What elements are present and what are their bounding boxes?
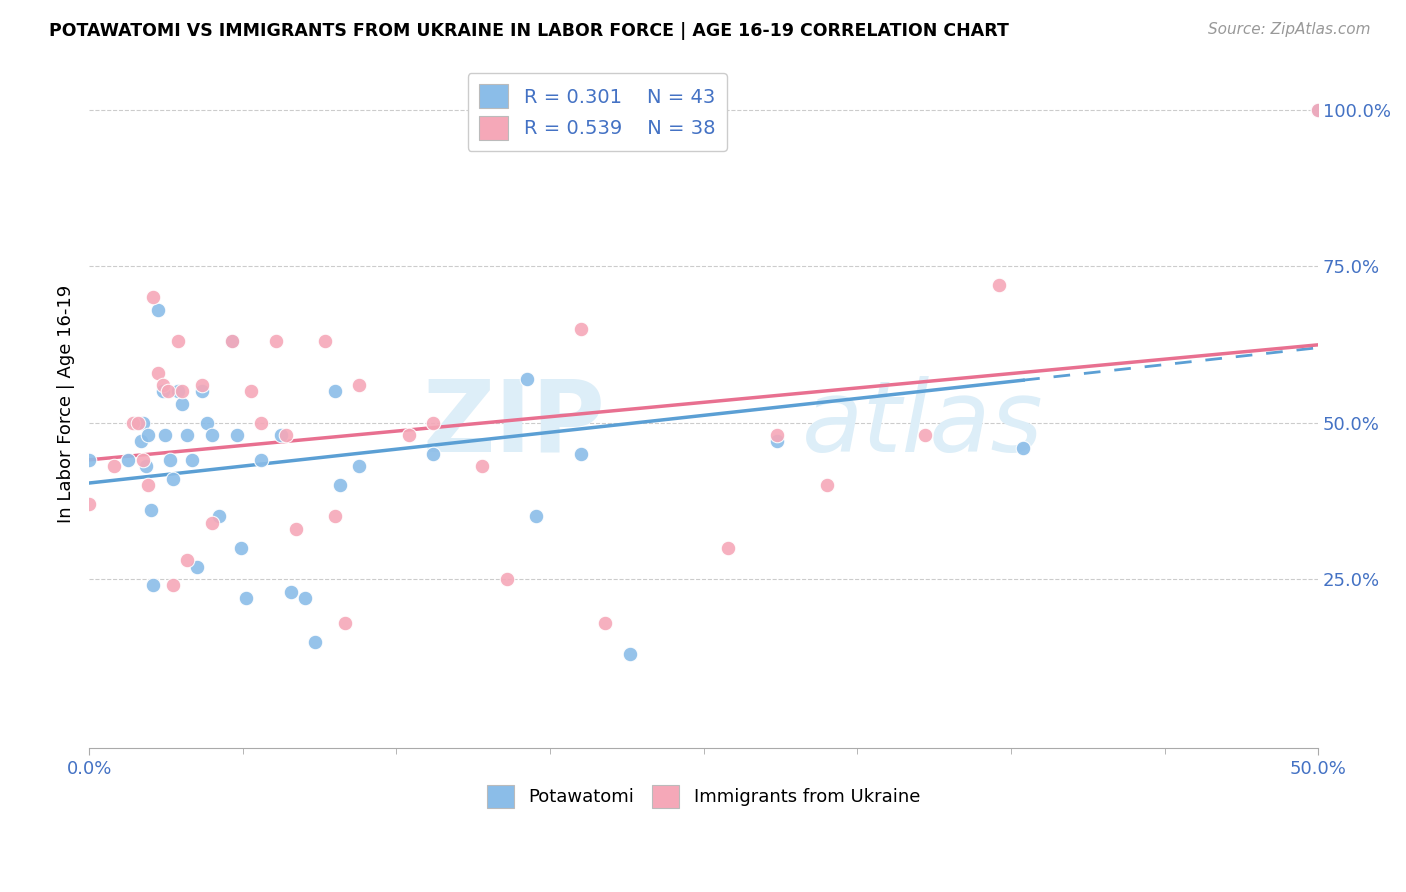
Point <box>208 509 231 524</box>
Point <box>987 277 1010 292</box>
Point <box>1308 103 1330 117</box>
Point <box>139 503 162 517</box>
Point <box>619 647 641 661</box>
Point <box>225 428 247 442</box>
Point <box>162 472 184 486</box>
Point <box>593 615 616 630</box>
Point <box>77 453 100 467</box>
Point <box>221 334 243 349</box>
Point <box>349 378 371 392</box>
Point <box>284 522 307 536</box>
Point <box>129 434 152 449</box>
Point <box>329 478 352 492</box>
Point <box>103 459 125 474</box>
Point <box>526 509 548 524</box>
Text: POTAWATOMI VS IMMIGRANTS FROM UKRAINE IN LABOR FORCE | AGE 16-19 CORRELATION CHA: POTAWATOMI VS IMMIGRANTS FROM UKRAINE IN… <box>49 22 1010 40</box>
Text: Source: ZipAtlas.com: Source: ZipAtlas.com <box>1208 22 1371 37</box>
Point <box>159 453 181 467</box>
Point <box>125 416 148 430</box>
Point <box>569 447 592 461</box>
Point <box>132 416 155 430</box>
Point <box>717 541 740 555</box>
Point <box>304 634 326 648</box>
Point <box>135 459 157 474</box>
Y-axis label: In Labor Force | Age 16-19: In Labor Force | Age 16-19 <box>58 285 75 523</box>
Legend: Potawatomi, Immigrants from Ukraine: Potawatomi, Immigrants from Ukraine <box>479 778 928 814</box>
Point <box>323 384 346 399</box>
Point <box>294 591 316 605</box>
Point <box>422 447 444 461</box>
Point <box>270 428 292 442</box>
Point <box>117 453 139 467</box>
Point <box>201 428 224 442</box>
Point <box>766 434 789 449</box>
Point <box>152 378 174 392</box>
Point <box>176 553 198 567</box>
Point <box>471 459 494 474</box>
Point <box>152 384 174 399</box>
Point <box>172 397 194 411</box>
Point <box>250 416 273 430</box>
Point <box>176 428 198 442</box>
Point <box>496 572 519 586</box>
Point <box>132 453 155 467</box>
Point <box>77 497 100 511</box>
Point <box>323 509 346 524</box>
Point <box>136 428 159 442</box>
Point <box>1308 103 1330 117</box>
Point <box>166 334 188 349</box>
Point <box>221 334 243 349</box>
Point <box>333 615 356 630</box>
Point <box>201 516 224 530</box>
Point <box>314 334 336 349</box>
Point <box>569 322 592 336</box>
Point <box>142 290 165 304</box>
Point <box>235 591 257 605</box>
Point <box>191 384 214 399</box>
Point <box>422 416 444 430</box>
Point <box>349 459 371 474</box>
Point <box>191 378 214 392</box>
Point <box>914 428 936 442</box>
Point <box>186 559 208 574</box>
Point <box>162 578 184 592</box>
Point <box>815 478 838 492</box>
Point <box>398 428 420 442</box>
Point <box>1012 441 1035 455</box>
Point <box>250 453 273 467</box>
Point <box>127 416 149 430</box>
Point <box>146 302 169 317</box>
Point <box>122 416 145 430</box>
Point <box>195 416 218 430</box>
Point <box>240 384 263 399</box>
Point <box>231 541 253 555</box>
Point <box>766 428 789 442</box>
Text: ZIP: ZIP <box>422 376 605 473</box>
Point <box>516 372 538 386</box>
Point <box>181 453 204 467</box>
Point <box>172 384 194 399</box>
Point <box>264 334 287 349</box>
Point <box>146 366 169 380</box>
Point <box>142 578 165 592</box>
Point <box>166 384 188 399</box>
Point <box>155 428 177 442</box>
Point <box>136 478 159 492</box>
Point <box>156 384 179 399</box>
Point <box>274 428 297 442</box>
Point <box>280 584 302 599</box>
Text: atlas: atlas <box>801 376 1043 473</box>
